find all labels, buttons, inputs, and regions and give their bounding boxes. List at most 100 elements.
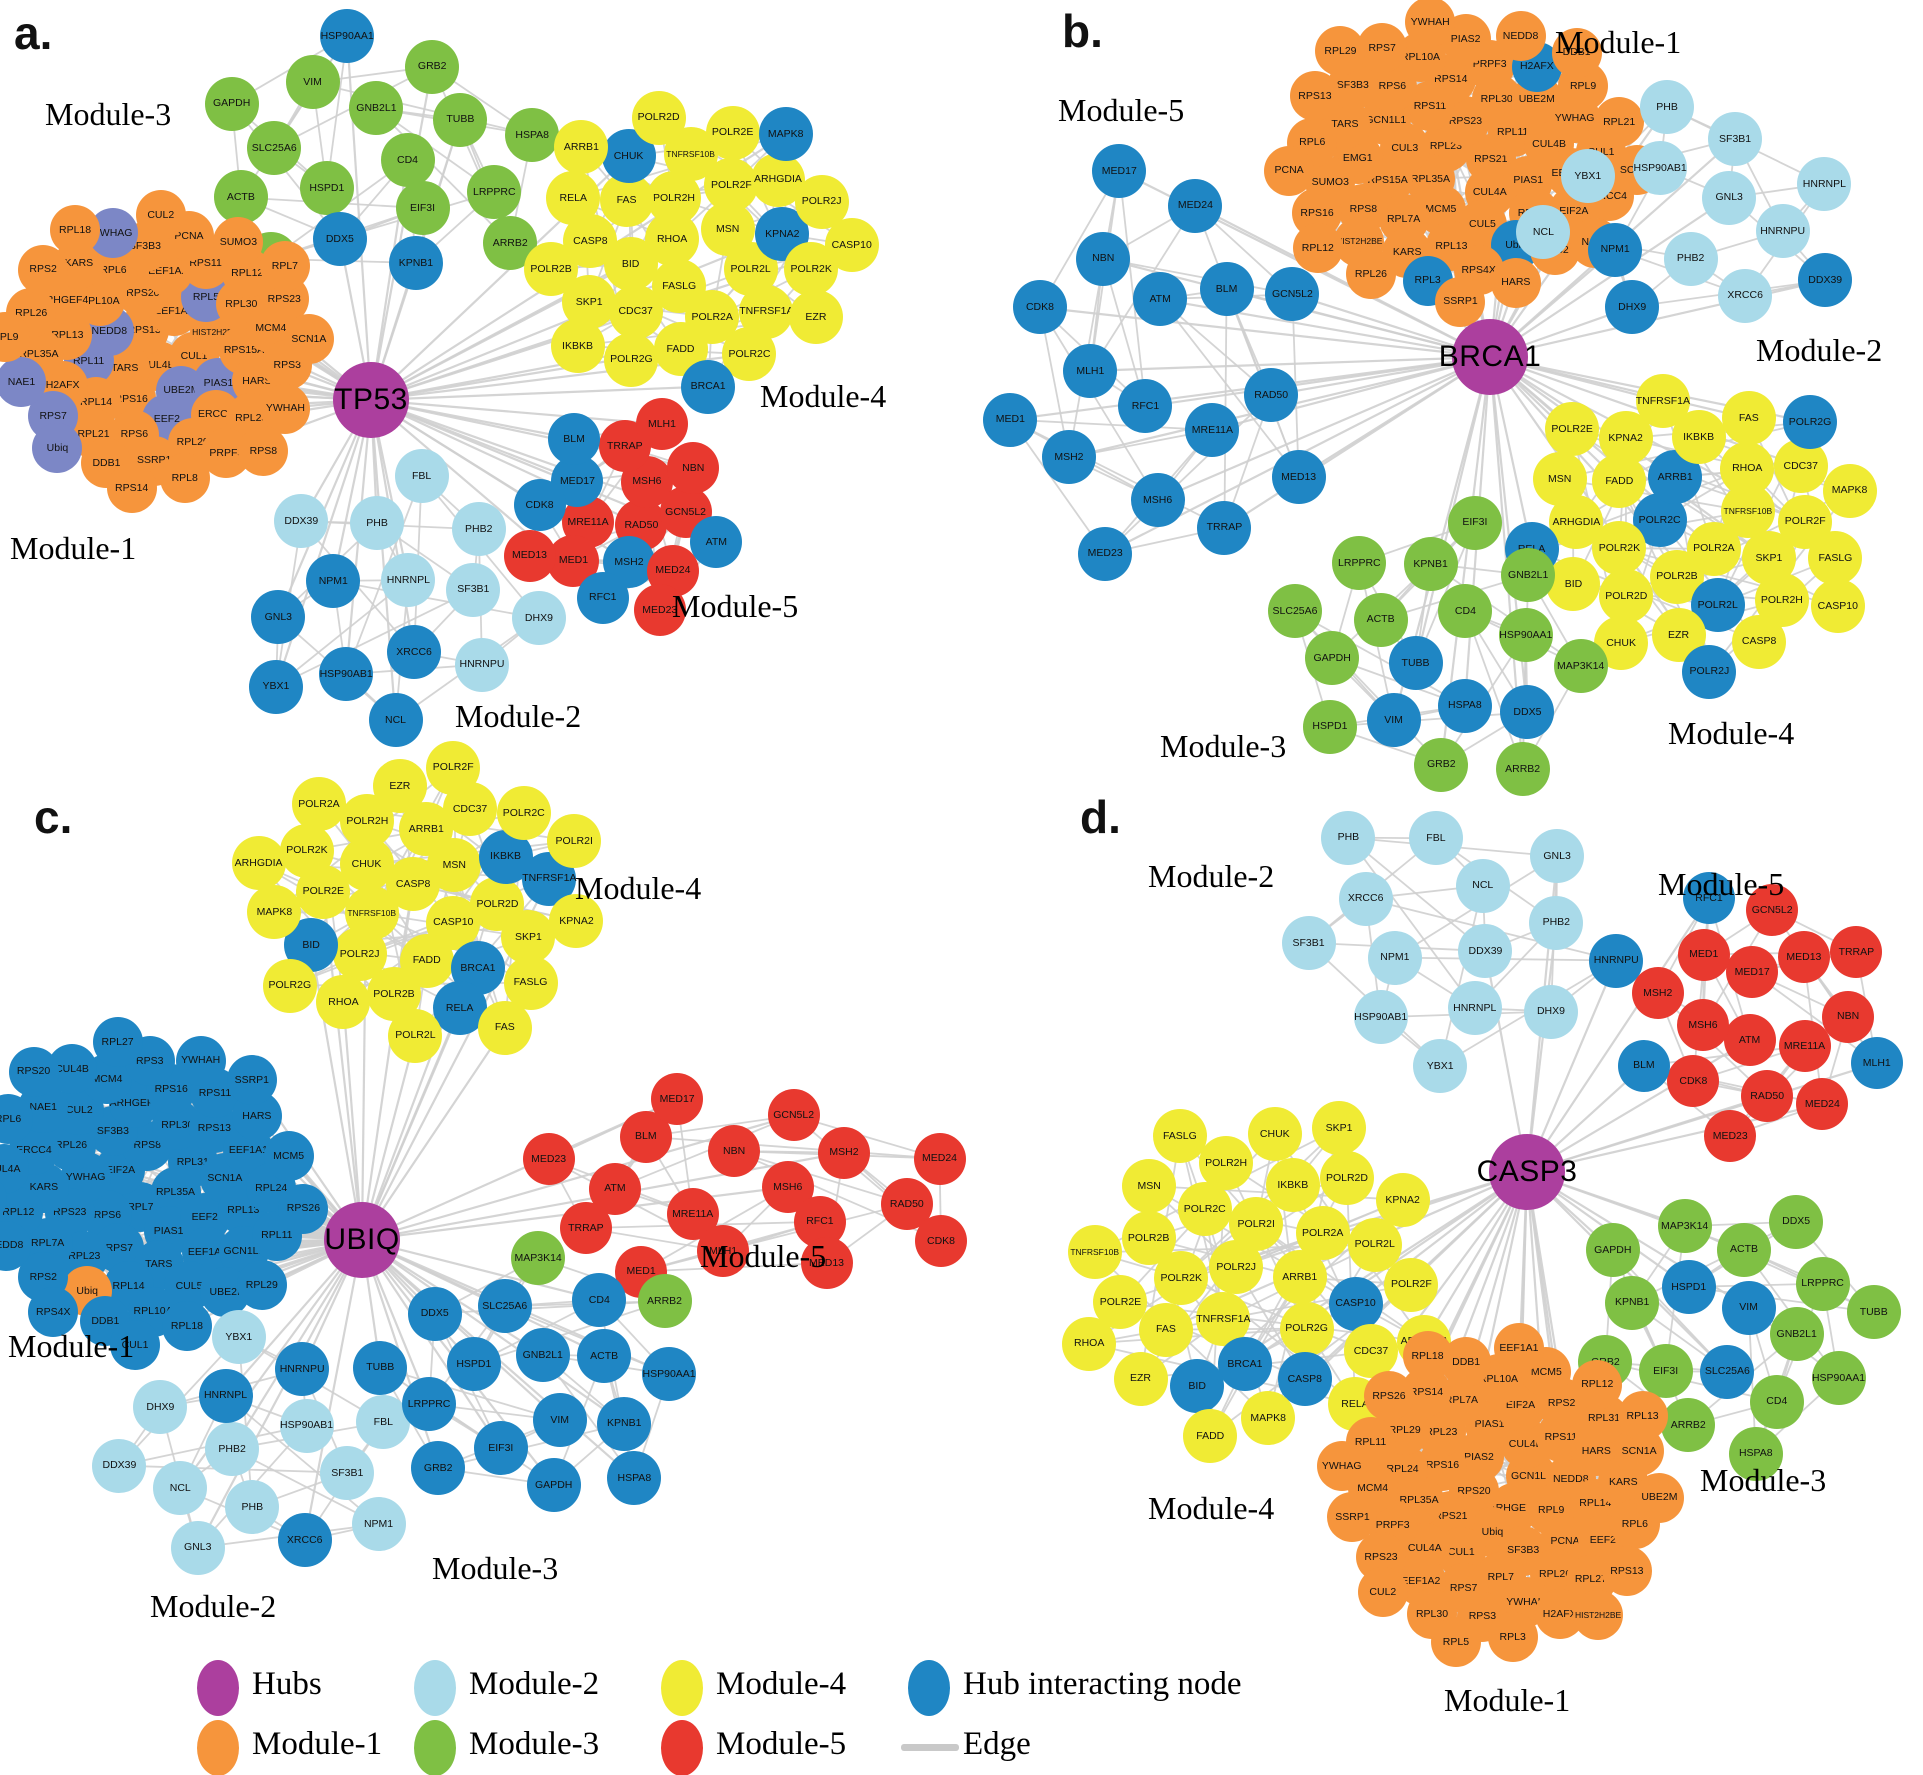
- node-bid: BID: [1170, 1359, 1225, 1414]
- node-hnrnpl: HNRNPL: [198, 1368, 253, 1423]
- node-lrpprc: LRPPRC: [1795, 1256, 1850, 1311]
- node-polr2l: POLR2L: [1347, 1217, 1402, 1272]
- node-eif3i: EIF3I: [473, 1421, 528, 1476]
- node-sf3b1: SF3B1: [446, 562, 501, 617]
- node-hspd1: HSPD1: [1661, 1259, 1716, 1314]
- panel-letter-a: a.: [14, 7, 53, 59]
- node-rhoa: RHOA: [1062, 1316, 1117, 1371]
- node-kpnb1: KPNB1: [1403, 536, 1458, 591]
- node-ybx1: YBX1: [1413, 1038, 1468, 1093]
- node-gcn5l2: GCN5L2: [1265, 267, 1320, 322]
- node-brca1: BRCA1: [681, 359, 736, 414]
- node-polr2j: POLR2J: [1682, 644, 1737, 699]
- node-nbn: NBN: [667, 442, 720, 495]
- node-cdc37: CDC37: [1773, 439, 1828, 494]
- node-med13: MED13: [800, 1237, 853, 1290]
- node-ddx5: DDX5: [1500, 685, 1555, 740]
- node-npm1: NPM1: [306, 553, 361, 608]
- node-polr2a: POLR2A: [291, 777, 346, 832]
- node-polr2i: POLR2I: [1229, 1197, 1284, 1252]
- node-fbl: FBL: [1408, 811, 1463, 866]
- node-rps4x: RPS4X: [28, 1287, 79, 1338]
- node-nbn: NBN: [1076, 231, 1131, 286]
- node-blm: BLM: [1199, 262, 1254, 317]
- node-med23: MED23: [1704, 1109, 1757, 1162]
- legend-label-module-2: Module-2: [469, 1666, 600, 1702]
- node-rpl13: RPL13: [1617, 1390, 1668, 1441]
- node-ddx39: DDX39: [1458, 924, 1513, 979]
- node-gnl3: GNL3: [1530, 829, 1585, 884]
- legend-label-module-1: Module-1: [252, 1726, 383, 1762]
- node-vim: VIM: [532, 1393, 587, 1448]
- node-ubiq: Ubiq: [32, 423, 83, 474]
- node-ybx1: YBX1: [211, 1310, 266, 1365]
- node-eif3i: EIF3I: [395, 181, 450, 236]
- node-hnrnpu: HNRNPU: [1589, 933, 1644, 988]
- node-gnl3: GNL3: [1702, 170, 1757, 225]
- node-rps14: RPS14: [106, 463, 157, 514]
- node-mapk8: MAPK8: [1822, 463, 1877, 518]
- panel-letter-d: d.: [1080, 791, 1121, 843]
- node-polr2g: POLR2G: [604, 332, 659, 387]
- module-label-a-module-2: Module-2: [455, 698, 582, 734]
- node-rpl29: RPL29: [236, 1260, 287, 1311]
- node-rpl12: RPL12: [1292, 223, 1343, 274]
- node-rps2: RPS2: [18, 244, 69, 295]
- module-label-b-module-3: Module-3: [1160, 728, 1287, 764]
- legend-label-edge: Edge: [963, 1726, 1031, 1762]
- node-eif3i: EIF3I: [1638, 1344, 1693, 1399]
- node-msh6: MSH6: [1130, 472, 1185, 527]
- node-xrcc6: XRCC6: [277, 1513, 332, 1568]
- node-vim: VIM: [1366, 693, 1421, 748]
- node-rpl18: RPL18: [161, 1301, 212, 1352]
- node-med23: MED23: [522, 1132, 575, 1185]
- module-label-d-module-1: Module-1: [1444, 1682, 1571, 1718]
- node-phb: PHB: [1321, 810, 1376, 865]
- node-ddx5: DDX5: [407, 1286, 462, 1341]
- legend-swatch-hubs: [197, 1660, 239, 1716]
- node-ncl: NCL: [1455, 858, 1510, 913]
- node-hspd1: HSPD1: [299, 160, 354, 215]
- node-dhx9: DHX9: [1523, 984, 1578, 1039]
- node-rfc1: RFC1: [576, 571, 629, 624]
- node-rpl27: RPL27: [92, 1017, 143, 1068]
- node-phb2: PHB2: [1529, 895, 1584, 950]
- node-hsp90ab1: HSP90AB1: [1353, 990, 1408, 1045]
- node-vim: VIM: [1721, 1280, 1776, 1335]
- node-rpl18: RPL18: [50, 205, 101, 256]
- node-cul2: CUL2: [135, 189, 186, 240]
- node-polr2d: POLR2D: [1599, 569, 1654, 624]
- node-polr2g: POLR2G: [262, 958, 317, 1013]
- node-polr2e: POLR2E: [1545, 401, 1600, 456]
- node-kpnb1: KPNB1: [1605, 1275, 1660, 1330]
- node-fbl: FBL: [356, 1395, 411, 1450]
- node-casp10: CASP10: [824, 218, 879, 273]
- node-rfc1: RFC1: [1118, 379, 1173, 434]
- node-ikbkb: IKBKB: [1265, 1157, 1320, 1212]
- node-polr2c: POLR2C: [722, 327, 777, 382]
- node-trrap: TRRAP: [1830, 925, 1883, 978]
- node-phb2: PHB2: [205, 1421, 260, 1476]
- panel-letter-c: c.: [34, 791, 73, 843]
- node-polr2g: POLR2G: [1783, 395, 1838, 450]
- node-atm: ATM: [690, 516, 743, 569]
- node-ywhah: YWHAH: [175, 1035, 226, 1086]
- node-sumo3: SUMO3: [213, 216, 264, 267]
- node-pcna: PCNA: [1264, 145, 1315, 196]
- node-gapdh: GAPDH: [1585, 1223, 1640, 1278]
- node-polr2d: POLR2D: [631, 90, 686, 145]
- node-polr2b: POLR2B: [1121, 1210, 1176, 1265]
- node-kpnb1: KPNB1: [388, 235, 443, 290]
- node-med17: MED17: [1092, 143, 1147, 198]
- node-tubb: TUBB: [1846, 1285, 1901, 1340]
- node-vim: VIM: [285, 55, 340, 110]
- node-pcna: PCNA: [0, 1173, 7, 1224]
- node-ybx1: YBX1: [1560, 149, 1615, 204]
- legend-label-module-3: Module-3: [469, 1726, 600, 1762]
- node-npm1: NPM1: [1588, 222, 1643, 277]
- node-xrcc6: XRCC6: [1338, 871, 1393, 926]
- node-gnb2l1: GNB2L1: [515, 1327, 570, 1382]
- module-label-d-module-3: Module-3: [1700, 1462, 1827, 1498]
- node-polr2g: POLR2G: [1279, 1301, 1334, 1356]
- node-slc25a6: SLC25A6: [247, 121, 302, 176]
